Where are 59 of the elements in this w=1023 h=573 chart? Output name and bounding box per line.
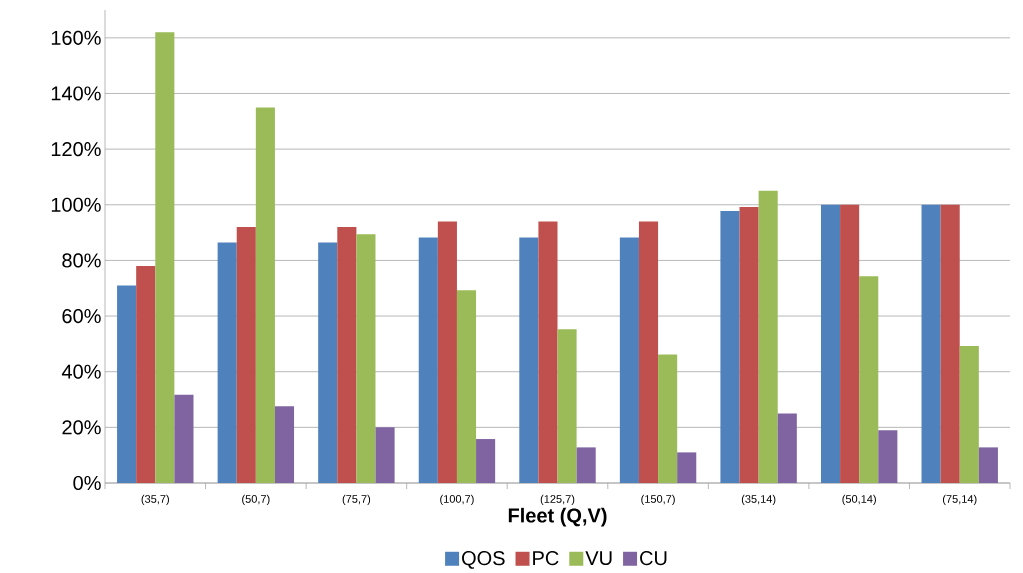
x-tick-label: (35,7) — [141, 494, 169, 506]
bar — [777, 413, 797, 483]
y-tick-label: 0% — [73, 475, 101, 491]
bar — [337, 227, 357, 483]
bar — [274, 406, 295, 483]
bar — [155, 32, 175, 483]
y-tick-label: 120% — [51, 142, 101, 157]
bar — [878, 430, 898, 483]
x-tick-label: (35,14) — [741, 494, 776, 506]
bar — [959, 346, 979, 483]
legend-label: QOS — [462, 551, 505, 569]
bar — [437, 221, 457, 483]
y-tick-label: 80% — [62, 253, 101, 268]
bar — [739, 206, 759, 483]
bar — [418, 237, 438, 483]
bar — [375, 427, 395, 483]
y-tick-label: 140% — [51, 86, 101, 101]
bar — [519, 237, 539, 483]
y-tick-label: 100% — [51, 197, 101, 212]
x-axis-title: Fleet (Q,V) — [508, 507, 607, 527]
x-tick-label: (75,7) — [342, 494, 371, 506]
bar — [820, 204, 841, 483]
bar — [940, 204, 960, 483]
bar — [758, 190, 778, 483]
y-tick-label: 160% — [51, 30, 101, 45]
bar — [720, 210, 740, 483]
bar — [236, 227, 256, 483]
bar — [356, 234, 376, 483]
bar — [576, 447, 596, 483]
y-tick-label: 40% — [61, 364, 101, 379]
bar — [456, 290, 477, 483]
bar — [638, 221, 659, 483]
x-tick-label: (125,7) — [540, 494, 575, 506]
bar — [318, 242, 338, 483]
bar — [255, 107, 275, 483]
bar — [921, 204, 941, 483]
bar — [217, 242, 237, 483]
x-tick-label: (50,14) — [842, 494, 876, 506]
x-tick-label: (100,7) — [440, 494, 474, 506]
y-tick-label: 60% — [62, 308, 101, 324]
x-tick-label: (75,14) — [942, 494, 977, 506]
legend-label: PC — [533, 551, 559, 566]
bar — [658, 354, 678, 483]
bar — [677, 452, 697, 483]
bar — [174, 394, 194, 483]
bar — [619, 237, 639, 483]
x-tick-label: (50,7) — [242, 494, 270, 506]
bar — [117, 285, 137, 483]
legend-label: VU — [585, 551, 612, 566]
legend-label: CU — [640, 551, 667, 566]
bar — [538, 221, 558, 483]
x-tick-label: (150,7) — [641, 494, 675, 506]
bar — [136, 265, 156, 483]
bar — [978, 447, 998, 483]
bar — [476, 439, 496, 483]
bar — [859, 276, 879, 483]
bar — [557, 329, 577, 483]
bar — [840, 204, 860, 483]
y-tick-label: 20% — [62, 420, 101, 435]
